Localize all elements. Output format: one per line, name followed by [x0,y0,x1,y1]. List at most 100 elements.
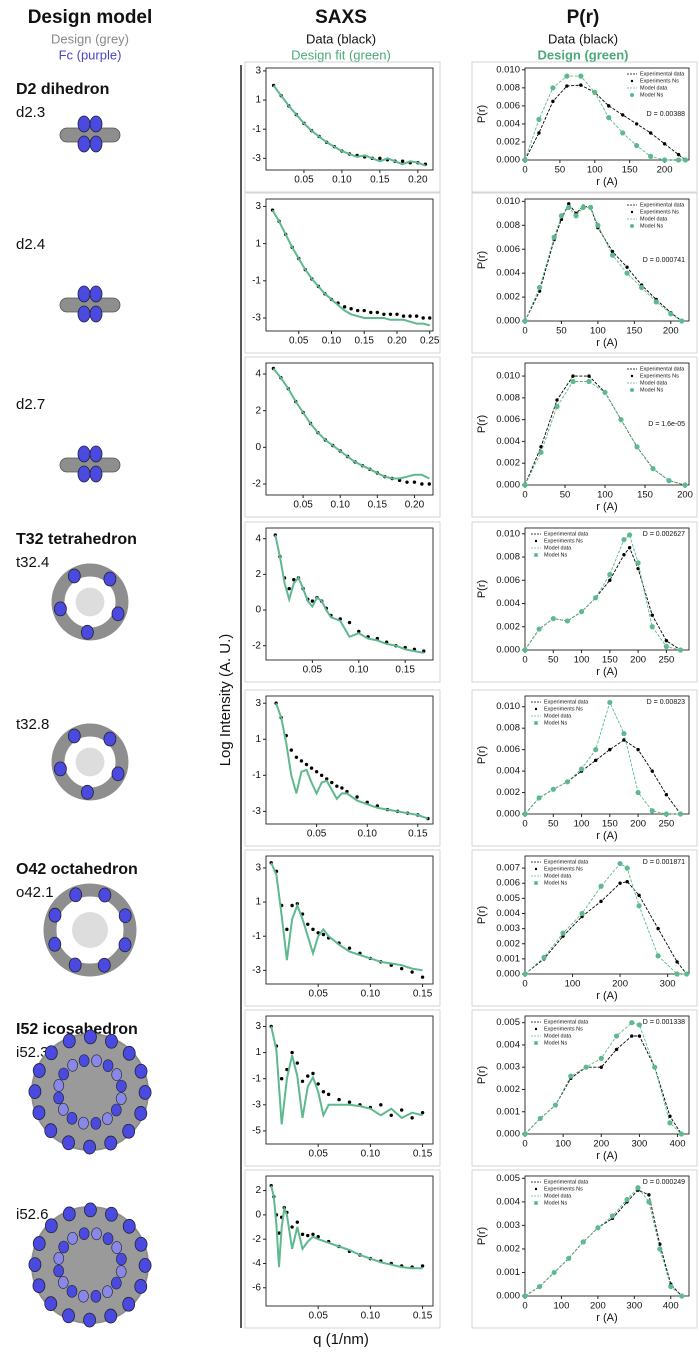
data-point [630,1034,633,1037]
y-tick-label: 1 [255,238,261,249]
x-tick-label: 0 [522,165,527,176]
data-point [410,1116,413,1119]
x-tick-label: 100 [574,819,590,830]
y-tick-label: 0.000 [496,969,520,980]
y-tick-label: -4 [252,1258,261,1269]
data-point [538,1116,543,1121]
y-tick-label: 0.002 [496,1084,520,1095]
data-point [379,1103,382,1106]
data-point [290,904,293,907]
x-tick-label: 150 [602,655,618,666]
data-point [588,205,593,210]
legend-label: Experimental data [544,1179,589,1185]
fc-domain [111,1277,121,1289]
data-point [413,480,416,483]
fc-domain [90,306,102,322]
data-point [624,1197,629,1202]
y-tick-label: 0.002 [496,1243,520,1254]
y-tick-label: 0.008 [496,82,520,93]
data-point [415,314,418,317]
fc-domain [90,136,102,152]
fc-domain [90,286,102,302]
x-axis-label: r (A) [596,176,617,188]
fc-domain [79,1055,89,1067]
y-tick-label: 0.002 [496,621,520,632]
legend-label: Model data [640,85,668,91]
y-tick-label: 0.006 [496,414,520,425]
data-point [651,613,654,616]
y-tick-label: 0.000 [496,316,520,327]
y-tick-label: 0.002 [496,136,520,147]
fc-domain [54,602,66,616]
data-point [573,213,578,218]
legend-swatch [534,1041,538,1045]
x-tick-label: 100 [565,979,581,990]
annotation: D = 0.001871 [643,859,685,866]
x-tick-label: 300 [626,1301,642,1312]
y-tick-label: 0.001 [496,1106,520,1117]
data-point [607,700,612,705]
data-point [522,482,527,487]
data-point [635,1185,640,1190]
data-point [408,314,411,317]
data-point [679,318,684,323]
legend-label: Model data [544,545,572,551]
data-point [537,795,542,800]
y-tick-label: 0.008 [496,723,520,734]
data-point [586,379,591,384]
data-point [618,417,623,422]
design-body [60,128,120,142]
data-point [625,265,628,268]
data-point [656,927,659,930]
data-point [306,1234,309,1237]
data-point [564,74,569,79]
x-tick-label: 0.15 [413,1149,433,1160]
x-tick-label: 0.15 [368,500,388,511]
fc-domain [63,1034,75,1048]
data-point [348,1101,351,1104]
legend-label: Model data [640,380,668,386]
data-point [301,1233,304,1236]
data-point [652,1065,657,1070]
annotation: D = 0.002627 [643,531,685,538]
legend-label: Model data [544,1193,572,1199]
data-point [566,205,571,210]
x-tick-label: 200 [630,819,646,830]
annotation: D = 0.001338 [643,1019,685,1026]
legend-label: Experiments Ns [544,706,583,712]
y-tick-label: 1 [255,897,261,908]
data-point [551,787,556,792]
data-point [522,971,527,976]
y-tick-label: 0.006 [496,100,520,111]
data-point [290,1225,293,1228]
plot-area [266,363,433,495]
data-point [594,759,597,762]
fc-domain [102,1113,112,1125]
y-tick-label: -1 [252,275,261,286]
x-tick-label: 100 [587,165,603,176]
y-tick-label: 0.002 [496,938,520,949]
group-label: O42 octahedron [16,861,138,878]
legend-label: Experimental data [640,71,685,77]
y-tick-label: 0.000 [496,809,520,820]
fc-domain [63,1207,75,1221]
column-subtitle: Fc (purple) [59,47,122,62]
fc-domain [123,1046,135,1060]
plot-area [266,199,433,331]
fc-domain [84,1203,96,1217]
data-point [607,572,612,577]
fc-domain [105,1309,117,1323]
data-point [579,911,584,916]
legend-label: Model Ns [640,387,663,393]
data-point [405,480,408,483]
y-axis-label: P(r) [476,580,488,598]
x-tick-label: 0.10 [330,500,350,511]
design-label: t32.8 [16,716,49,733]
legend-label: Model Ns [544,720,567,726]
x-tick-label: 200 [630,655,646,666]
y-tick-label: 0.010 [496,701,520,712]
fc-domain [63,1309,75,1323]
data-point [376,311,379,314]
y-tick-label: 0.004 [496,908,520,919]
fc-domain [54,1265,64,1277]
